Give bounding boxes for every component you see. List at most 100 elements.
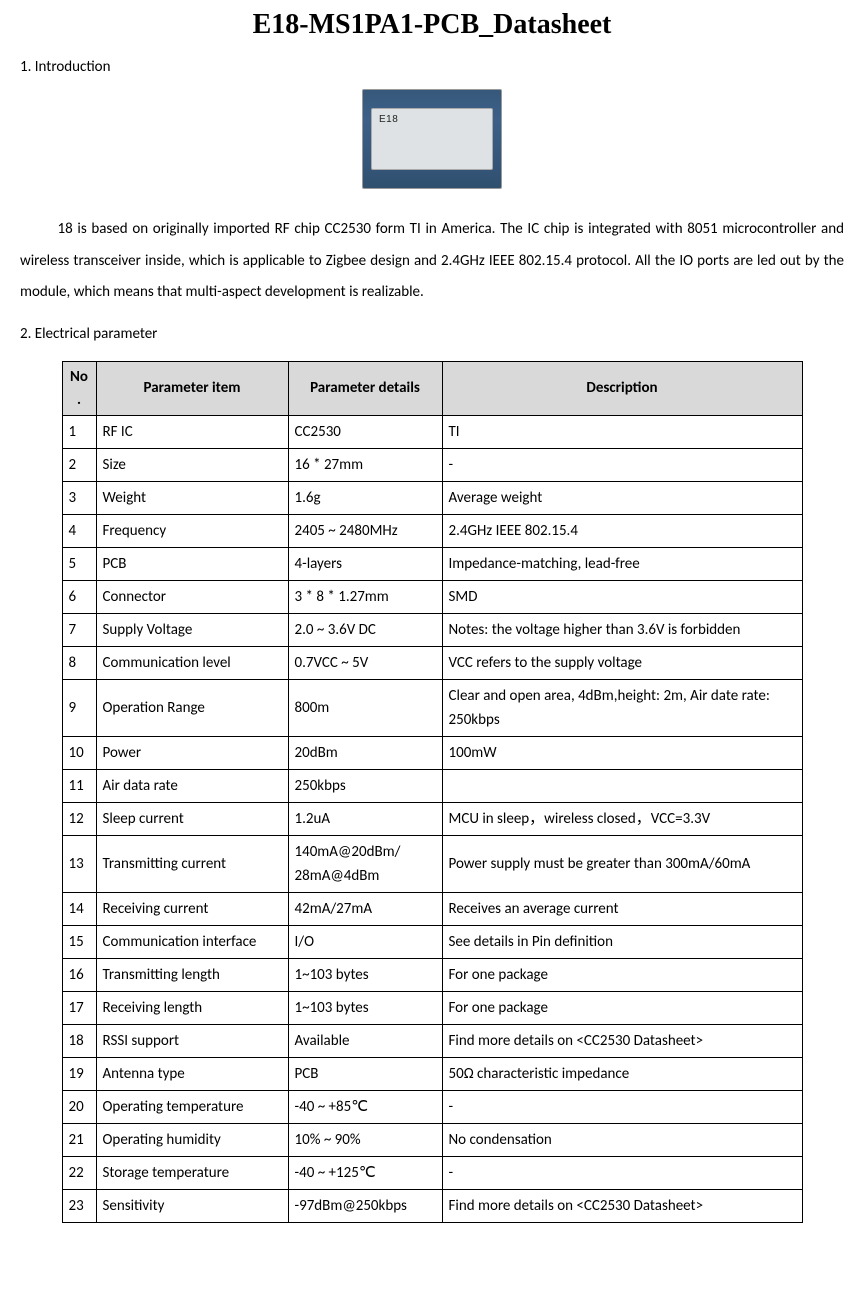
table-header-row: No. Parameter item Parameter details Des… — [62, 362, 802, 416]
cell-no: 6 — [62, 581, 96, 614]
table-row: 11Air data rate250kbps — [62, 770, 802, 803]
table-row: 13Transmitting current140mA@20dBm/ 28mA@… — [62, 836, 802, 893]
cell-parameter-item: Frequency — [96, 515, 288, 548]
table-row: 16Transmitting length1~103 bytesFor one … — [62, 959, 802, 992]
cell-parameter-item: Supply Voltage — [96, 614, 288, 647]
table-row: 9Operation Range800mClear and open area,… — [62, 680, 802, 737]
cell-parameter-details: CC2530 — [288, 416, 442, 449]
cell-parameter-item: Weight — [96, 482, 288, 515]
cell-description: No condensation — [442, 1124, 802, 1157]
cell-parameter-details: -40 ~ +125℃ — [288, 1157, 442, 1190]
cell-parameter-details: PCB — [288, 1058, 442, 1091]
cell-parameter-item: Transmitting length — [96, 959, 288, 992]
cell-no: 14 — [62, 893, 96, 926]
cell-parameter-item: RSSI support — [96, 1025, 288, 1058]
cell-no: 13 — [62, 836, 96, 893]
table-row: 23Sensitivity-97dBm@250kbpsFind more det… — [62, 1190, 802, 1223]
col-header-desc: Description — [442, 362, 802, 416]
cell-parameter-item: Connector — [96, 581, 288, 614]
table-row: 8Communication level0.7VCC ~ 5VVCC refer… — [62, 647, 802, 680]
cell-parameter-item: Sensitivity — [96, 1190, 288, 1223]
cell-no: 12 — [62, 803, 96, 836]
cell-parameter-details: 140mA@20dBm/ 28mA@4dBm — [288, 836, 442, 893]
cell-parameter-details: 20dBm — [288, 737, 442, 770]
cell-description: 2.4GHz IEEE 802.15.4 — [442, 515, 802, 548]
cell-parameter-details: 10% ~ 90% — [288, 1124, 442, 1157]
cell-parameter-details: 42mA/27mA — [288, 893, 442, 926]
cell-description: For one package — [442, 992, 802, 1025]
cell-description: Find more details on <CC2530 Datasheet> — [442, 1025, 802, 1058]
product-image-wrap — [20, 89, 844, 197]
table-row: 17Receiving length1~103 bytesFor one pac… — [62, 992, 802, 1025]
col-header-no: No. — [62, 362, 96, 416]
cell-no: 20 — [62, 1091, 96, 1124]
product-module-image — [362, 89, 502, 189]
table-row: 12Sleep current1.2uAMCU in sleep，wireles… — [62, 803, 802, 836]
cell-description — [442, 770, 802, 803]
table-row: 22Storage temperature-40 ~ +125℃- — [62, 1157, 802, 1190]
cell-parameter-item: Receiving current — [96, 893, 288, 926]
cell-no: 3 — [62, 482, 96, 515]
parameters-table: No. Parameter item Parameter details Des… — [62, 361, 803, 1223]
cell-description: Find more details on <CC2530 Datasheet> — [442, 1190, 802, 1223]
table-row: 19Antenna typePCB50Ω characteristic impe… — [62, 1058, 802, 1091]
cell-no: 7 — [62, 614, 96, 647]
cell-description: See details in Pin definition — [442, 926, 802, 959]
cell-parameter-item: Power — [96, 737, 288, 770]
cell-description: SMD — [442, 581, 802, 614]
cell-parameter-item: Receiving length — [96, 992, 288, 1025]
cell-parameter-details: 2405 ~ 2480MHz — [288, 515, 442, 548]
table-row: 1RF ICCC2530TI — [62, 416, 802, 449]
cell-parameter-details: 3 * 8 * 1.27mm — [288, 581, 442, 614]
cell-parameter-details: Available — [288, 1025, 442, 1058]
cell-parameter-item: Air data rate — [96, 770, 288, 803]
cell-parameter-details: 1.2uA — [288, 803, 442, 836]
cell-parameter-details: 1~103 bytes — [288, 959, 442, 992]
cell-description: MCU in sleep，wireless closed，VCC=3.3V — [442, 803, 802, 836]
table-row: 7Supply Voltage2.0 ~ 3.6V DCNotes: the v… — [62, 614, 802, 647]
cell-no: 9 — [62, 680, 96, 737]
table-row: 18RSSI supportAvailableFind more details… — [62, 1025, 802, 1058]
cell-no: 11 — [62, 770, 96, 803]
cell-description: TI — [442, 416, 802, 449]
cell-parameter-item: Size — [96, 449, 288, 482]
cell-parameter-details: 0.7VCC ~ 5V — [288, 647, 442, 680]
cell-parameter-details: 800m — [288, 680, 442, 737]
table-row: 20Operating temperature-40 ~ +85℃- — [62, 1091, 802, 1124]
cell-description: Clear and open area, 4dBm,height: 2m, Ai… — [442, 680, 802, 737]
cell-parameter-details: I/O — [288, 926, 442, 959]
cell-no: 2 — [62, 449, 96, 482]
cell-parameter-details: 16 * 27mm — [288, 449, 442, 482]
cell-parameter-item: PCB — [96, 548, 288, 581]
cell-parameter-item: Communication interface — [96, 926, 288, 959]
cell-description: - — [442, 1091, 802, 1124]
col-header-item: Parameter item — [96, 362, 288, 416]
cell-no: 15 — [62, 926, 96, 959]
cell-no: 4 — [62, 515, 96, 548]
table-row: 5PCB4-layersImpedance-matching, lead-fre… — [62, 548, 802, 581]
col-header-details: Parameter details — [288, 362, 442, 416]
cell-description: - — [442, 1157, 802, 1190]
cell-parameter-item: Operating temperature — [96, 1091, 288, 1124]
cell-parameter-item: Operating humidity — [96, 1124, 288, 1157]
cell-no: 8 — [62, 647, 96, 680]
cell-parameter-item: Sleep current — [96, 803, 288, 836]
cell-no: 1 — [62, 416, 96, 449]
cell-description: 100mW — [442, 737, 802, 770]
table-row: 10Power20dBm100mW — [62, 737, 802, 770]
cell-description: Power supply must be greater than 300mA/… — [442, 836, 802, 893]
cell-parameter-details: 1.6g — [288, 482, 442, 515]
cell-no: 21 — [62, 1124, 96, 1157]
table-row: 4Frequency2405 ~ 2480MHz2.4GHz IEEE 802.… — [62, 515, 802, 548]
table-row: 21Operating humidity10% ~ 90%No condensa… — [62, 1124, 802, 1157]
cell-description: - — [442, 449, 802, 482]
cell-no: 17 — [62, 992, 96, 1025]
cell-description: For one package — [442, 959, 802, 992]
section-2-heading: 2. Electrical parameter — [20, 323, 844, 346]
cell-parameter-details: 4-layers — [288, 548, 442, 581]
cell-description: Receives an average current — [442, 893, 802, 926]
cell-parameter-details: 1~103 bytes — [288, 992, 442, 1025]
cell-description: VCC refers to the supply voltage — [442, 647, 802, 680]
cell-no: 19 — [62, 1058, 96, 1091]
cell-parameter-item: Transmitting current — [96, 836, 288, 893]
